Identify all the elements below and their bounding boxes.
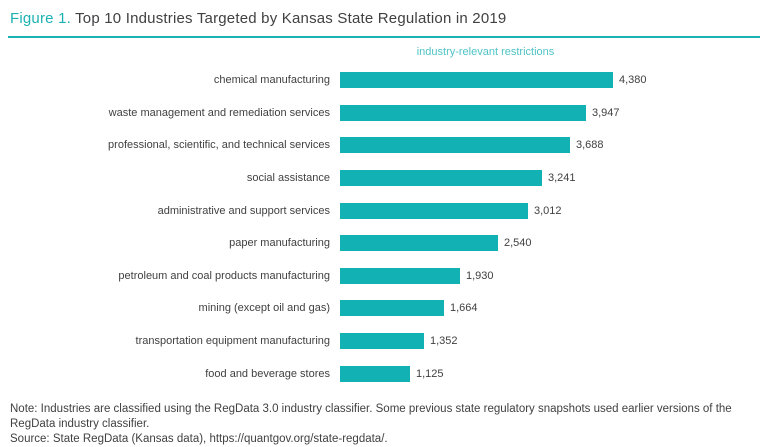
bar-track: 4,380 <box>340 72 760 89</box>
bar-rows: chemical manufacturing 4,380 waste managem… <box>8 64 760 390</box>
bar-row: social assistance 3,241 <box>8 162 760 195</box>
bar-row: professional, scientific, and technical … <box>8 129 760 162</box>
value-label: 3,947 <box>592 106 620 119</box>
bar <box>340 170 542 187</box>
bar-row: paper manufacturing 2,540 <box>8 227 760 260</box>
title-divider <box>8 36 760 38</box>
category-label: waste management and remediation service… <box>108 106 330 119</box>
bar-row: mining (except oil and gas) 1,664 <box>8 292 760 325</box>
value-label: 2,540 <box>504 237 532 250</box>
category-label: petroleum and coal products manufacturin… <box>118 269 330 282</box>
bar <box>340 333 424 350</box>
bar-track: 3,688 <box>340 137 760 154</box>
bar-track: 3,012 <box>340 202 760 219</box>
bar-row: petroleum and coal products manufacturin… <box>8 260 760 293</box>
bar-track: 1,352 <box>340 333 760 350</box>
category-label: professional, scientific, and technical … <box>108 139 330 152</box>
bar <box>340 202 528 219</box>
bar-chart: industry-relevant restrictions chemical … <box>8 46 760 390</box>
bar-track: 2,540 <box>340 235 760 252</box>
bar-track: 1,930 <box>340 267 760 284</box>
bar-row: chemical manufacturing 4,380 <box>8 64 760 97</box>
category-label: social assistance <box>246 172 330 185</box>
bar <box>340 137 570 154</box>
bar <box>340 267 460 284</box>
bar-track: 1,664 <box>340 300 760 317</box>
bar <box>340 72 613 89</box>
bar <box>340 300 444 317</box>
value-label: 3,688 <box>576 139 604 152</box>
bar-track: 3,947 <box>340 104 760 121</box>
category-label: food and beverage stores <box>205 367 330 380</box>
bar <box>340 235 498 252</box>
bar-track: 1,125 <box>340 365 760 382</box>
chart-footer: Note: Industries are classified using th… <box>8 402 760 447</box>
figure-title-text: Top 10 Industries Targeted by Kansas Sta… <box>71 10 507 27</box>
bar <box>340 365 410 382</box>
bar-row: administrative and support services 3,012 <box>8 194 760 227</box>
bar-row: waste management and remediation service… <box>8 97 760 130</box>
bar-track: 3,241 <box>340 170 760 187</box>
value-label: 3,241 <box>548 172 576 185</box>
source-text: Source: State RegData (Kansas data), htt… <box>10 432 388 445</box>
figure-title: Figure 1. Top 10 Industries Targeted by … <box>8 10 760 27</box>
value-label: 1,930 <box>466 269 494 282</box>
category-label: chemical manufacturing <box>213 74 330 87</box>
value-label: 4,380 <box>619 74 647 87</box>
value-label: 1,664 <box>450 302 478 315</box>
category-label: transportation equipment manufacturing <box>135 335 330 347</box>
value-label: 1,125 <box>416 367 444 380</box>
bar-row: transportation equipment manufacturing 1,… <box>8 325 760 358</box>
note-text: Note: Industries are classified using th… <box>10 402 732 430</box>
value-label: 3,012 <box>534 204 562 217</box>
category-label: paper manufacturing <box>229 237 330 250</box>
category-label: mining (except oil and gas) <box>198 302 330 315</box>
figure-number: Figure 1. <box>10 10 71 27</box>
value-label: 1,352 <box>430 335 458 348</box>
category-label: administrative and support services <box>157 204 330 217</box>
bar-row: food and beverage stores 1,125 <box>8 357 760 390</box>
bar <box>340 104 586 121</box>
axis-top-label: industry-relevant restrictions <box>416 46 555 58</box>
